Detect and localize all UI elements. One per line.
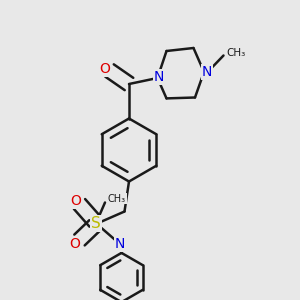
- Text: O: O: [69, 238, 80, 251]
- Text: N: N: [202, 65, 212, 79]
- Text: O: O: [70, 194, 81, 208]
- Text: CH₃: CH₃: [108, 194, 126, 204]
- Text: S: S: [91, 216, 101, 231]
- Text: N: N: [115, 237, 125, 251]
- Text: CH₃: CH₃: [226, 48, 245, 58]
- Text: O: O: [100, 62, 110, 76]
- Text: N: N: [154, 70, 164, 84]
